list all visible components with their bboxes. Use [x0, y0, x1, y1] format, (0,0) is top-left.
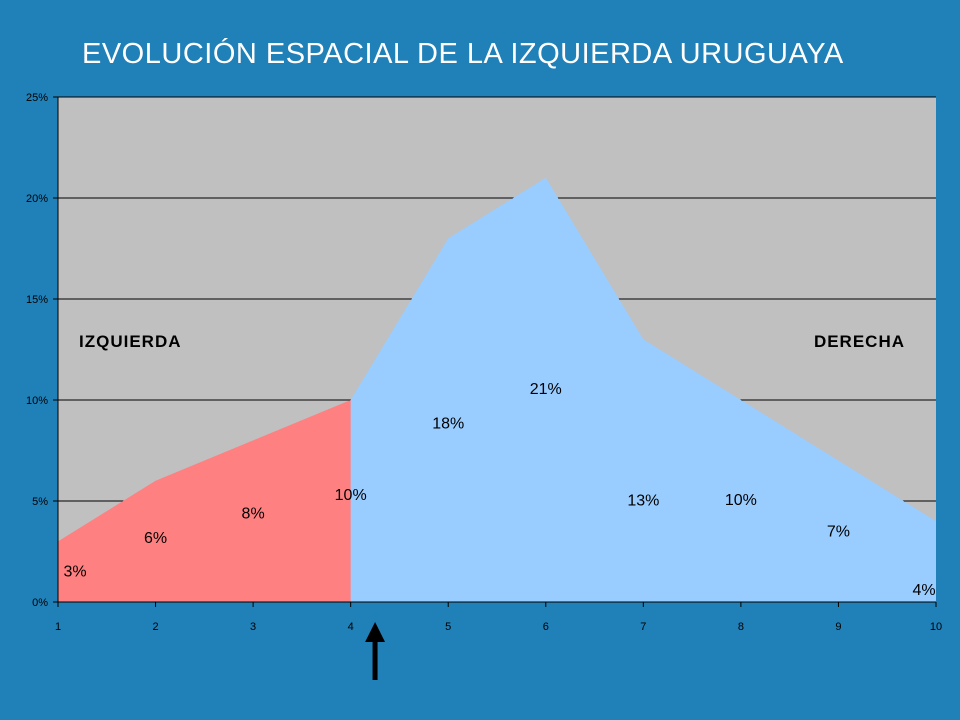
data-label: 8%	[242, 505, 265, 522]
x-tick-label: 2	[152, 621, 158, 633]
data-label: 3%	[63, 563, 86, 580]
chart-title: EVOLUCIÓN ESPACIAL DE LA IZQUIERDA URUGU…	[82, 38, 844, 70]
y-tick-label: 0%	[32, 597, 48, 609]
data-label: 10%	[725, 492, 757, 509]
x-tick-label: 3	[250, 621, 256, 633]
position-arrow	[365, 622, 386, 680]
x-tick-label: 10	[930, 621, 942, 633]
data-label: 7%	[827, 524, 850, 541]
x-tick-label: 1	[55, 621, 61, 633]
x-tick-label: 8	[738, 621, 744, 633]
data-label: 10%	[335, 487, 367, 504]
y-tick-label: 25%	[26, 92, 48, 104]
x-axis-ticks: 1 2 3 4 5 6 7 8 9 10	[55, 602, 942, 633]
data-label: 4%	[912, 582, 935, 599]
data-labels: 3% 6% 8% 10% 18% 21% 13% 10% 7% 4%	[63, 381, 935, 599]
data-label: 21%	[530, 381, 562, 398]
data-label: 6%	[144, 530, 167, 547]
x-tick-label: 6	[543, 621, 549, 633]
right-region-label: DERECHA	[814, 332, 905, 351]
arrow-head	[365, 622, 386, 642]
series-areas	[58, 177, 937, 603]
y-tick-label: 5%	[32, 496, 48, 508]
y-tick-label: 15%	[26, 294, 48, 306]
x-tick-label: 4	[348, 621, 354, 633]
right-series-area	[350, 177, 937, 603]
y-tick-label: 20%	[26, 193, 48, 205]
y-tick-label: 10%	[26, 395, 48, 407]
data-label: 13%	[627, 492, 659, 509]
x-tick-label: 5	[445, 621, 451, 633]
x-tick-label: 9	[835, 621, 841, 633]
data-label: 18%	[432, 415, 464, 432]
axes	[57, 97, 936, 603]
y-axis-ticks: 0% 5% 10% 15% 20% 25%	[26, 92, 58, 609]
left-region-label: IZQUIERDA	[79, 332, 182, 351]
x-tick-label: 7	[640, 621, 646, 633]
